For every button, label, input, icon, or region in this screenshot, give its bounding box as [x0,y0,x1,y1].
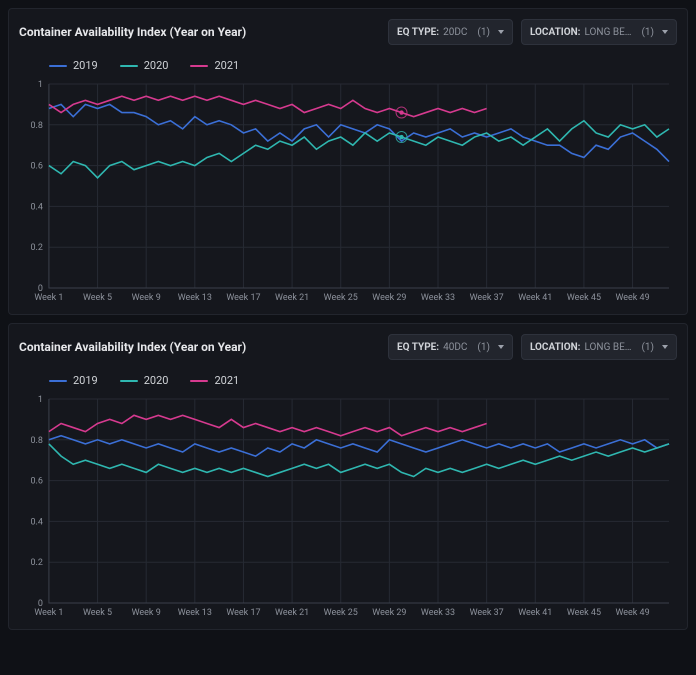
svg-text:Week 33: Week 33 [421,608,455,618]
chevron-down-icon [662,345,668,349]
legend-item-2019[interactable]: 2019 [49,374,98,387]
location-filter[interactable]: LOCATION: LONG BE… (1) [521,19,677,45]
svg-text:Week 5: Week 5 [83,608,112,618]
legend: 2019 2020 2021 [19,374,677,387]
svg-text:0.2: 0.2 [30,558,42,568]
svg-text:Week 13: Week 13 [178,608,212,618]
chevron-down-icon [498,30,504,34]
location-filter[interactable]: LOCATION: LONG BE… (1) [521,334,677,360]
chart-panel-0: Container Availability Index (Year on Ye… [8,8,688,315]
chevron-down-icon [498,345,504,349]
svg-text:Week 1: Week 1 [34,608,63,618]
svg-text:Week 37: Week 37 [470,293,504,303]
legend-item-2021[interactable]: 2021 [190,59,239,72]
panel-header: Container Availability Index (Year on Ye… [19,19,677,45]
eq-type-filter[interactable]: EQ TYPE: 20DC (1) [388,19,513,45]
svg-text:Week 29: Week 29 [372,608,406,618]
legend-item-2019[interactable]: 2019 [49,59,98,72]
svg-text:Week 5: Week 5 [83,293,112,303]
svg-text:1: 1 [38,395,43,405]
svg-text:Week 25: Week 25 [324,608,358,618]
chart-area[interactable]: 00.20.40.60.81Week 1Week 5Week 9Week 13W… [19,78,677,308]
panel-title: Container Availability Index (Year on Ye… [19,25,246,39]
svg-text:0.4: 0.4 [30,202,42,212]
svg-text:0.4: 0.4 [30,517,42,527]
svg-text:Week 33: Week 33 [421,293,455,303]
legend: 2019 2020 2021 [19,59,677,72]
chart-panel-1: Container Availability Index (Year on Ye… [8,323,688,630]
svg-text:Week 13: Week 13 [178,293,212,303]
svg-text:Week 49: Week 49 [615,293,649,303]
svg-text:Week 49: Week 49 [615,608,649,618]
svg-text:Week 9: Week 9 [132,293,161,303]
chevron-down-icon [662,30,668,34]
svg-text:Week 25: Week 25 [324,293,358,303]
chart-area[interactable]: 00.20.40.60.81Week 1Week 5Week 9Week 13W… [19,393,677,623]
svg-text:0.2: 0.2 [30,243,42,253]
svg-text:0.6: 0.6 [30,477,42,487]
svg-text:1: 1 [38,80,43,90]
svg-text:Week 21: Week 21 [275,293,309,303]
legend-item-2021[interactable]: 2021 [190,374,239,387]
svg-text:Week 17: Week 17 [226,608,260,618]
svg-text:0.8: 0.8 [30,121,42,131]
svg-text:Week 17: Week 17 [226,293,260,303]
svg-text:Week 1: Week 1 [34,293,63,303]
panel-title: Container Availability Index (Year on Ye… [19,340,246,354]
svg-text:0.8: 0.8 [30,436,42,446]
svg-text:Week 37: Week 37 [470,608,504,618]
svg-text:Week 21: Week 21 [275,608,309,618]
svg-text:Week 41: Week 41 [518,293,552,303]
legend-item-2020[interactable]: 2020 [120,374,169,387]
svg-text:Week 9: Week 9 [132,608,161,618]
eq-type-filter[interactable]: EQ TYPE: 40DC (1) [388,334,513,360]
legend-item-2020[interactable]: 2020 [120,59,169,72]
svg-text:0.6: 0.6 [30,162,42,172]
svg-text:Week 45: Week 45 [567,608,601,618]
svg-text:Week 29: Week 29 [372,293,406,303]
svg-text:Week 41: Week 41 [518,608,552,618]
panel-header: Container Availability Index (Year on Ye… [19,334,677,360]
svg-text:Week 45: Week 45 [567,293,601,303]
